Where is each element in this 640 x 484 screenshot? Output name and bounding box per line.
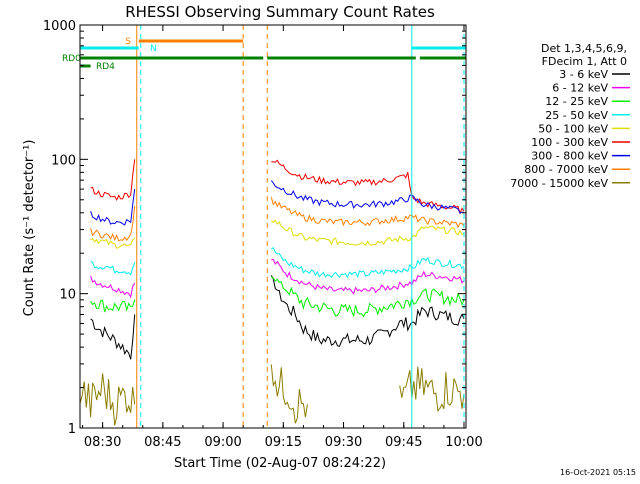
series-line-4-seg-1 — [90, 261, 136, 276]
series-line-7-seg-1 — [90, 189, 136, 226]
legend-label-8: 800 - 7000 keV — [524, 163, 608, 176]
series-line-1-seg-1 — [90, 314, 136, 360]
series-line-5-seg-1 — [90, 237, 136, 249]
legend-label-4: 25 - 50 keV — [545, 109, 608, 122]
series-line-3-seg-1 — [90, 299, 136, 313]
chart-title: RHESSI Observing Summary Count Rates — [125, 3, 435, 21]
legend-header-1: Det 1,3,4,5,6,9, — [541, 42, 627, 55]
legend: Det 1,3,4,5,6,9,FDecim 1, Att 03 - 6 keV… — [510, 42, 630, 190]
series-line-9-seg-1 — [79, 373, 136, 426]
timestamp: 16-Oct-2021 05:15 — [560, 468, 636, 477]
series-line-6-seg-2 — [271, 159, 465, 215]
flag-label-RD0: RD0 — [62, 54, 81, 64]
series-line-3-seg-2 — [271, 276, 465, 318]
legend-label-3: 12 - 25 keV — [545, 95, 608, 108]
series-line-9-seg-2 — [270, 364, 308, 424]
x-axis-label: Start Time (02-Aug-07 08:24:22) — [174, 456, 386, 471]
series-line-5-seg-2 — [270, 219, 465, 246]
x-tick-label-7: 10:00 — [445, 435, 482, 450]
series-line-6-seg-1 — [90, 159, 136, 202]
x-tick-label-5: 09:30 — [325, 435, 362, 450]
series-line-4-seg-2 — [271, 246, 465, 279]
legend-label-1: 3 - 6 keV — [559, 68, 608, 81]
legend-label-2: 6 - 12 keV — [552, 82, 608, 95]
y-tick-label-4: 1000 — [43, 19, 76, 34]
y-tick-label-1: 1 — [68, 422, 76, 437]
series-line-9-seg-3 — [399, 366, 465, 413]
series-line-7-seg-2 — [270, 180, 465, 214]
flag-label-S: S — [125, 37, 131, 47]
x-tick-label-6: 09:45 — [385, 435, 422, 450]
y-axis-label: Count Rate (s⁻¹ detector⁻¹) — [22, 140, 37, 317]
series-line-2-seg-1 — [90, 275, 136, 299]
axes-layer: 08:30 08:45 09:00 09:15 09:30 09:45 10:00 1 10 10… — [43, 19, 483, 450]
series-line-1-seg-2 — [270, 275, 465, 347]
series-layer — [79, 159, 465, 426]
series-line-8-seg-2 — [270, 197, 465, 229]
x-tick-label-3: 09:00 — [204, 435, 241, 450]
plot-frame — [79, 24, 467, 429]
flag-layer: S N RD0 RD4 — [62, 37, 466, 72]
legend-label-5: 50 - 100 keV — [538, 122, 608, 135]
y-tick-label-2: 10 — [59, 288, 76, 303]
legend-label-6: 100 - 300 keV — [531, 136, 608, 149]
legend-header-2: FDecim 1, Att 0 — [542, 55, 627, 68]
legend-label-7: 300 - 800 keV — [531, 150, 608, 163]
x-tick-label-2: 08:45 — [144, 435, 181, 450]
x-tick-label-4: 09:15 — [265, 435, 302, 450]
series-line-2-seg-2 — [271, 258, 465, 295]
flag-label-N: N — [150, 44, 157, 54]
y-tick-label-3: 100 — [51, 153, 76, 168]
x-tick-label-1: 08:30 — [84, 435, 121, 450]
series-line-8-seg-1 — [90, 205, 136, 242]
legend-label-9: 7000 - 15000 keV — [510, 177, 608, 190]
flag-label-RD4: RD4 — [96, 62, 115, 72]
